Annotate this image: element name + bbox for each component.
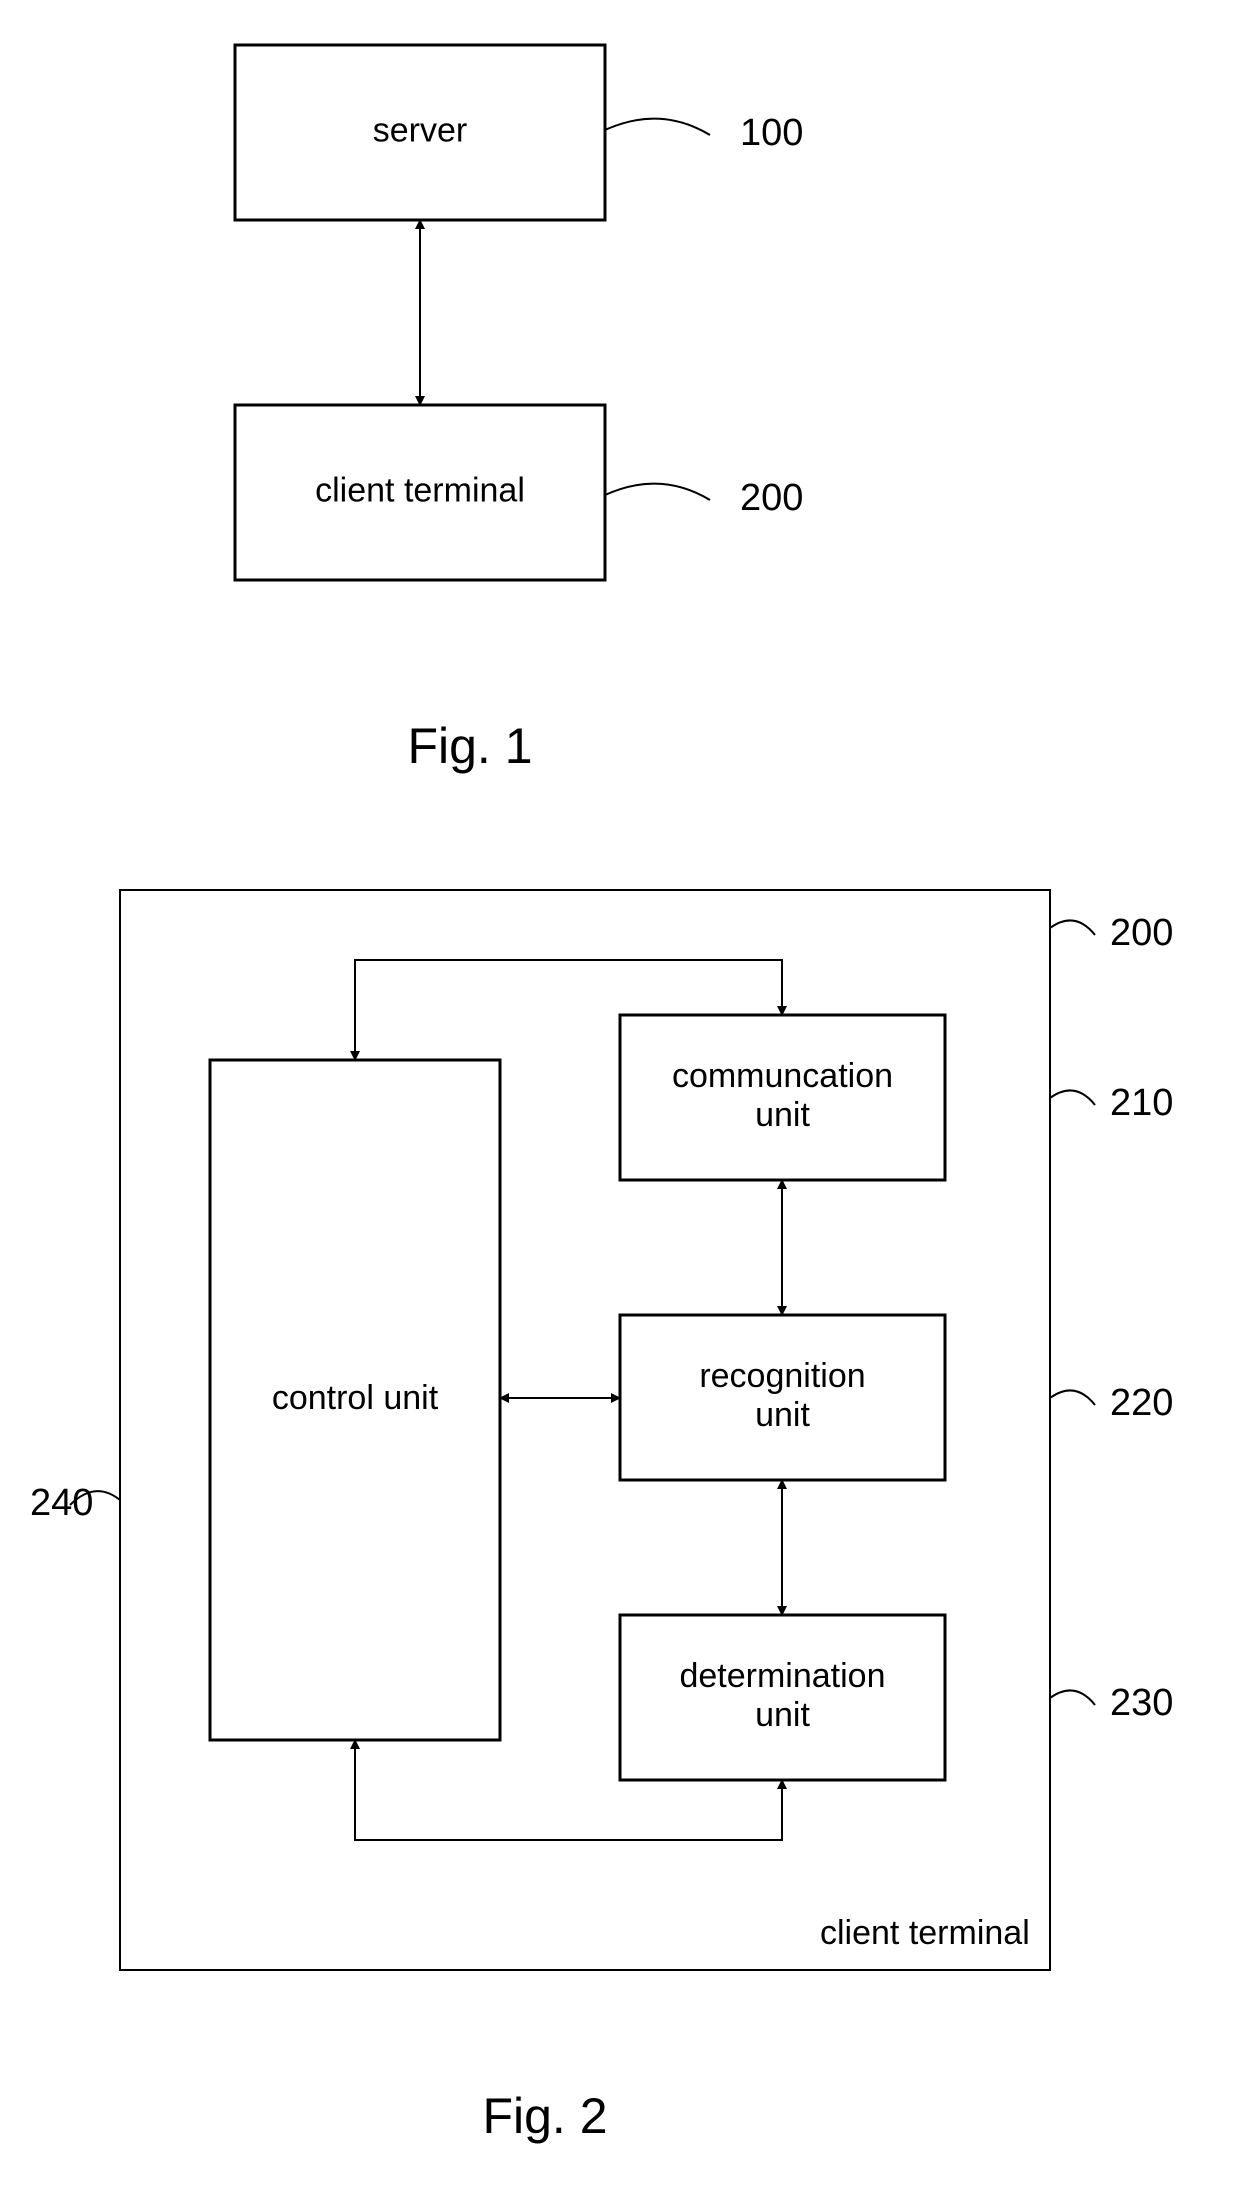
leader-line <box>1050 1690 1095 1705</box>
leader-line <box>605 119 710 135</box>
leader-line <box>605 484 710 500</box>
leader-line <box>1050 1390 1095 1405</box>
control-label: control unit <box>272 1379 439 1417</box>
comm-ref: 210 <box>1110 1082 1173 1124</box>
comm-label: unit <box>755 1096 810 1134</box>
recog-label: recognition <box>699 1357 865 1395</box>
fig1-caption: Fig. 1 <box>407 718 532 774</box>
recog-ref: 220 <box>1110 1382 1173 1424</box>
det-label: determination <box>679 1657 885 1695</box>
fig2-caption: Fig. 2 <box>482 2088 607 2144</box>
client-ref: 200 <box>740 477 803 519</box>
leader-line <box>1050 920 1095 935</box>
leader-line <box>1050 1090 1095 1105</box>
server-ref: 100 <box>740 112 803 154</box>
client-terminal-outer-label: client terminal <box>820 1914 1030 1952</box>
control-ref: 240 <box>30 1482 93 1524</box>
det-ref: 230 <box>1110 1682 1173 1724</box>
det-label: unit <box>755 1696 810 1734</box>
recog-label: unit <box>755 1396 810 1434</box>
client-label: client terminal <box>315 471 525 509</box>
server-label: server <box>373 111 467 149</box>
ref-ref: 200 <box>1110 912 1173 954</box>
comm-label: communcation <box>672 1057 893 1095</box>
